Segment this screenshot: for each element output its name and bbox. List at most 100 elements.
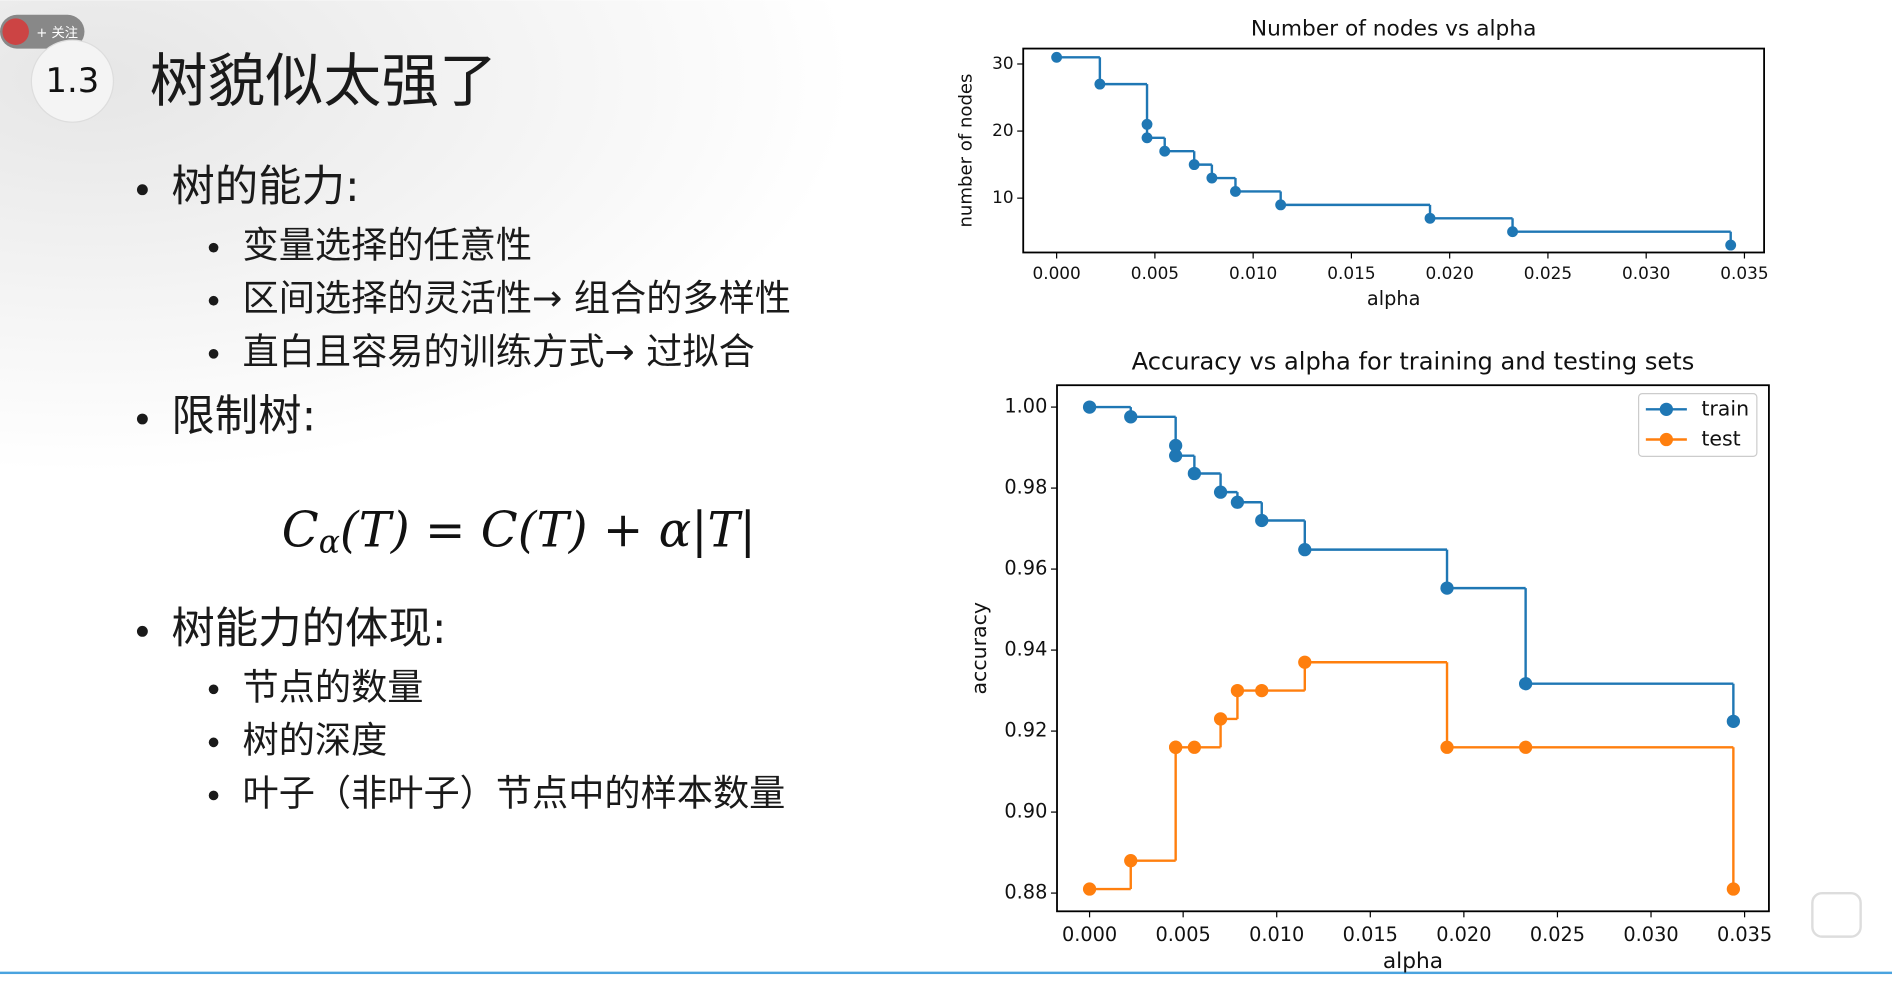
x-axis-label: alpha (1383, 949, 1443, 974)
x-tick-label: 0.000 (1062, 923, 1117, 946)
sub-bullet (208, 242, 219, 253)
point (1169, 438, 1183, 453)
y-tick-label: 30 (992, 53, 1013, 73)
legend-marker (1659, 402, 1673, 416)
point (1726, 714, 1741, 728)
point (1255, 683, 1269, 698)
sub-item: 区间选择的灵活性→ 组合的多样性 (243, 277, 791, 320)
point (1141, 118, 1153, 130)
legend-label: test (1701, 427, 1740, 451)
point (1124, 854, 1138, 868)
x-axis-label: alpha (1367, 287, 1421, 310)
x-tick-label: 0.020 (1436, 923, 1491, 946)
point (1082, 400, 1097, 414)
sub-item: 变量选择的任意性 (243, 224, 533, 267)
bullet (136, 413, 148, 425)
legend-label: train (1701, 396, 1749, 420)
sub-item: 树的深度 (243, 718, 388, 761)
formula-subscript: α (319, 524, 340, 560)
avatar (2, 18, 29, 45)
sub-bullet (208, 790, 219, 801)
play-icon[interactable] (1811, 891, 1862, 938)
point (1298, 655, 1312, 669)
sub-item: 节点的数量 (243, 665, 424, 708)
y-tick-label: 10 (992, 187, 1013, 207)
slide-title: 树貌似太强了 (150, 47, 497, 115)
progress-line (0, 971, 1892, 975)
x-tick-label: 0.015 (1343, 923, 1398, 946)
x-tick-label: 0.035 (1720, 263, 1768, 283)
point (1187, 466, 1202, 481)
y-tick-label: 20 (992, 120, 1013, 140)
point (1440, 740, 1454, 754)
follow-label[interactable]: + 关注 (36, 25, 78, 41)
x-tick-label: 0.000 (1032, 263, 1080, 283)
badge (30, 39, 115, 123)
x-tick-label: 0.010 (1249, 923, 1304, 946)
point (1051, 51, 1063, 63)
formula: Cα(T) = C(T) + α|T| (282, 502, 756, 560)
x-tick-label: 0.030 (1623, 923, 1678, 946)
x-tick-label: 0.035 (1717, 923, 1772, 946)
x-tick-label: 0.030 (1622, 263, 1670, 283)
y-axis-label: accuracy (967, 602, 991, 694)
point (1298, 543, 1312, 557)
point (1213, 485, 1228, 499)
point (1518, 677, 1533, 691)
sub-bullet (208, 684, 219, 695)
y-tick-label: 0.98 (1004, 476, 1047, 499)
point (1424, 212, 1436, 224)
point (1440, 581, 1454, 595)
y-tick-label: 0.90 (1004, 800, 1047, 823)
legend-marker (1659, 432, 1673, 447)
point (1275, 199, 1287, 211)
x-tick-label: 0.005 (1131, 263, 1179, 283)
point (1255, 513, 1269, 528)
point (1169, 740, 1183, 754)
point (1159, 145, 1171, 157)
y-tick-label: 0.88 (1004, 881, 1047, 904)
x-tick-label: 0.015 (1327, 263, 1375, 283)
sub-item: 直白且容易的训练方式→ 过拟合 (243, 330, 755, 373)
point (1213, 712, 1228, 726)
point (1518, 740, 1533, 754)
series (1051, 51, 1737, 251)
point (1169, 449, 1183, 463)
point (1230, 186, 1241, 197)
point (1188, 159, 1200, 171)
x-tick-label: 0.025 (1524, 263, 1572, 283)
x-tick-label: 0.010 (1229, 263, 1277, 283)
x-tick-label: 0.025 (1530, 923, 1585, 946)
point (1726, 882, 1741, 896)
chart-title: Accuracy vs alpha for training and testi… (1132, 347, 1695, 375)
badge-number: 1.3 (46, 61, 100, 100)
section-heading: 限制树: (171, 391, 316, 441)
section-heading: 树能力的体现: (171, 604, 446, 654)
y-tick-label: 0.96 (1004, 557, 1047, 580)
bullet (136, 184, 148, 196)
chart-title: Number of nodes vs alpha (1251, 16, 1536, 41)
y-tick-label: 0.94 (1004, 638, 1047, 661)
formula-part: (T) = C(T) + α|T| (340, 502, 756, 558)
point (1124, 410, 1138, 424)
y-tick-label: 0.92 (1004, 719, 1047, 742)
point (1094, 78, 1106, 90)
point (1230, 495, 1245, 509)
series (1082, 400, 1741, 728)
sub-bullet (208, 295, 219, 306)
point (1230, 683, 1245, 698)
y-axis-label: number of nodes (956, 74, 977, 228)
plot-frame (1056, 384, 1770, 913)
section-heading: 树的能力: (171, 162, 359, 212)
y-tick-label: 1.00 (1004, 395, 1047, 418)
point (1206, 172, 1218, 184)
point (1507, 226, 1518, 238)
point (1187, 740, 1202, 754)
series (1082, 655, 1741, 896)
sub-bullet (208, 349, 219, 359)
plot-frame (1022, 47, 1766, 254)
point (1725, 239, 1737, 251)
formula-part: C (282, 502, 319, 558)
